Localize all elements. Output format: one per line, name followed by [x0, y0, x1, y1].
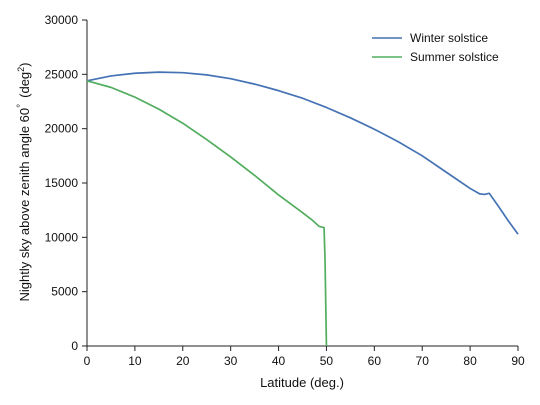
legend-label-summer: Summer solstice [410, 50, 499, 64]
series-line-summer-solstice [86, 80, 328, 347]
x-tick-label: 30 [224, 354, 238, 368]
y-axis-title-text: Nightly sky above zenith angle 60° (deg2) [16, 62, 32, 301]
y-tick-label: 10000 [45, 230, 79, 244]
x-tick-label: 80 [463, 354, 477, 368]
x-tick-label: 50 [320, 354, 334, 368]
y-axis-title: Nightly sky above zenith angle 60° (deg2) [16, 62, 32, 301]
y-tick-label: 20000 [45, 122, 79, 136]
series-line-winter-solstice [86, 71, 519, 235]
x-tick-label: 20 [176, 354, 190, 368]
x-axis-ticks: 0 10 20 30 40 50 60 70 80 90 [84, 346, 525, 368]
x-tick-label: 10 [128, 354, 142, 368]
series-lines [86, 71, 519, 347]
y-axis-ticks: 0 5000 10000 15000 20000 25000 30000 [45, 13, 87, 353]
x-tick-label: 90 [511, 354, 525, 368]
y-axis-title-degree: ° [16, 104, 27, 108]
y-axis-title-unit-sup: 2 [16, 67, 26, 72]
x-tick-label: 60 [368, 354, 382, 368]
legend-label-winter: Winter solstice [410, 31, 488, 45]
y-tick-label: 25000 [45, 67, 79, 81]
y-tick-label: 15000 [45, 176, 79, 190]
y-axis-title-unit: (deg [17, 72, 32, 98]
axes [86, 20, 518, 347]
x-tick-label: 70 [416, 354, 430, 368]
legend: Winter solstice Summer solstice [372, 31, 499, 64]
y-axis-title-unit-close: ) [17, 62, 32, 66]
x-tick-label: 40 [272, 354, 286, 368]
y-tick-label: 30000 [45, 13, 79, 27]
x-axis-title: Latitude (deg.) [260, 375, 344, 390]
y-tick-label: 0 [71, 339, 78, 353]
y-axis-title-main: Nightly sky above zenith angle 60 [17, 108, 32, 302]
y-tick-label: 5000 [51, 285, 78, 299]
x-tick-label: 0 [84, 354, 91, 368]
